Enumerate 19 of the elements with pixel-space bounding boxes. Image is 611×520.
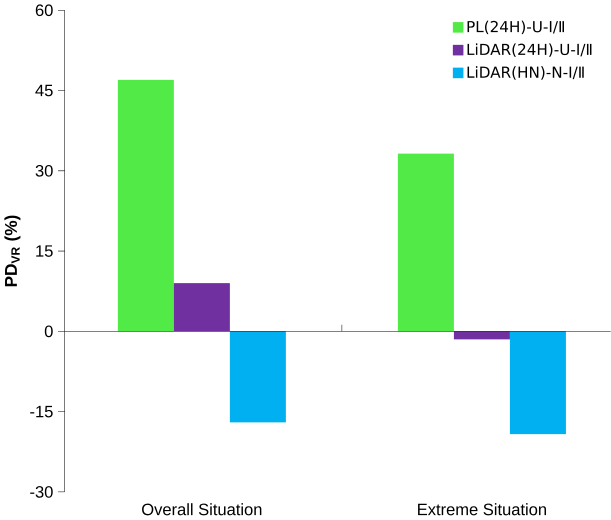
bar: [398, 154, 454, 332]
x-tick-label: Extreme Situation: [418, 503, 546, 516]
y-tick-label: 60: [36, 4, 53, 16]
x-tick-label: Overall Situation: [142, 503, 262, 516]
bar: [118, 80, 174, 332]
bar: [510, 331, 566, 434]
y-tick-label: 15: [36, 245, 53, 257]
y-tick-label: -15: [30, 406, 53, 418]
legend-label: LiDAR(HN)-N-Ⅰ/Ⅱ: [468, 66, 584, 80]
y-tick-label: 30: [36, 165, 53, 177]
y-tick-label: 0: [44, 326, 53, 338]
legend-label: LiDAR(24H)-U-Ⅰ/Ⅱ: [468, 44, 592, 58]
y-tick-label: -30: [30, 486, 53, 498]
bar: [454, 331, 510, 340]
bar: [230, 331, 286, 422]
legend-label: PL(24H)-U-Ⅰ/Ⅱ: [468, 20, 564, 34]
y-tick-label: 45: [35, 84, 53, 96]
y-axis-title: PD$_{VR}$ (%): [4, 216, 20, 286]
bar: [174, 283, 230, 332]
